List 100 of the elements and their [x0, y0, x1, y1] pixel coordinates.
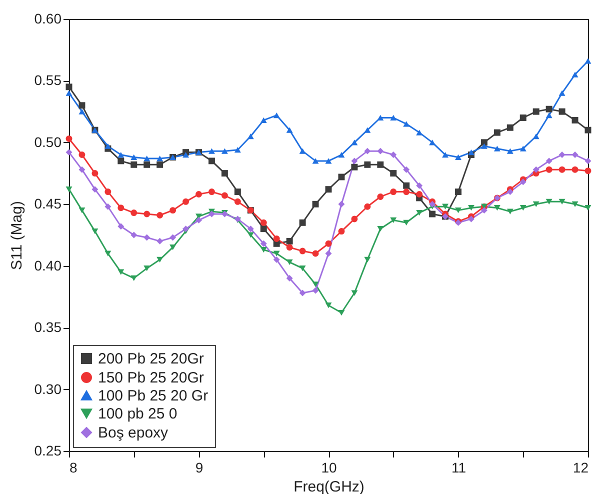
point — [312, 250, 319, 257]
point — [286, 127, 293, 133]
point — [234, 198, 241, 205]
point — [273, 250, 280, 256]
point — [299, 148, 306, 154]
point — [118, 204, 124, 212]
y-tick-label: 0.60 — [34, 10, 62, 26]
y-tick-label: 0.25 — [34, 442, 62, 458]
point — [520, 205, 526, 211]
point — [144, 156, 150, 162]
point — [416, 182, 423, 189]
point — [377, 148, 384, 154]
point — [572, 116, 578, 124]
point — [416, 210, 423, 216]
point — [234, 188, 241, 196]
point — [299, 248, 306, 254]
point — [312, 200, 319, 208]
point — [273, 112, 280, 118]
point — [156, 212, 164, 218]
legend-label: 200 Pb 25 20Gr — [98, 350, 204, 368]
point — [364, 127, 371, 133]
point — [377, 114, 384, 121]
point — [78, 208, 86, 214]
point — [416, 191, 423, 198]
point — [480, 143, 488, 149]
point — [66, 90, 72, 96]
point — [532, 201, 540, 207]
point — [260, 247, 267, 253]
point — [403, 166, 410, 173]
point — [584, 205, 592, 211]
point — [92, 186, 98, 193]
legend-label: 100 Pb 25 20 Gr — [98, 388, 208, 404]
point — [208, 158, 215, 164]
point — [286, 274, 293, 282]
point — [260, 226, 267, 232]
point — [66, 149, 72, 156]
point — [546, 166, 552, 173]
point — [520, 146, 526, 152]
point — [170, 244, 176, 250]
point — [221, 170, 228, 177]
legend-label: 100 pb 25 0 — [98, 406, 178, 422]
point — [170, 234, 176, 241]
x-tick-label: 11 — [451, 460, 466, 476]
point — [390, 152, 397, 158]
point — [338, 228, 345, 235]
point — [546, 112, 552, 118]
y-tick-label: 0.30 — [34, 380, 62, 397]
y-tick-label: 0.40 — [34, 257, 62, 274]
point — [208, 210, 215, 218]
point — [338, 310, 345, 316]
point — [351, 216, 358, 222]
point — [416, 130, 423, 136]
point — [286, 259, 293, 265]
x-tick-label: 12 — [572, 460, 589, 476]
point — [286, 244, 293, 251]
point — [429, 210, 436, 218]
point — [260, 219, 267, 226]
point — [208, 188, 215, 196]
point — [118, 152, 124, 158]
point — [338, 152, 345, 158]
point — [312, 158, 319, 164]
x-tick-label: 10 — [321, 460, 337, 476]
point — [520, 178, 526, 186]
point — [351, 140, 358, 146]
point — [558, 152, 566, 158]
point — [377, 194, 384, 200]
point — [325, 186, 332, 193]
point — [92, 170, 98, 177]
point — [78, 108, 86, 114]
point — [572, 72, 578, 78]
point — [364, 161, 371, 168]
point — [66, 186, 72, 192]
point — [325, 302, 332, 308]
point — [78, 102, 86, 109]
point — [506, 124, 514, 131]
point — [299, 266, 306, 272]
point — [260, 240, 267, 247]
point — [480, 207, 488, 214]
point — [170, 207, 176, 214]
point — [403, 188, 410, 196]
point — [377, 161, 384, 168]
point — [104, 203, 112, 210]
point — [104, 143, 112, 149]
point — [104, 188, 112, 196]
point — [156, 238, 164, 244]
point — [273, 256, 280, 263]
point — [403, 182, 410, 189]
point — [520, 114, 526, 121]
point — [506, 188, 514, 196]
point — [144, 161, 150, 168]
point — [286, 238, 293, 244]
point — [338, 200, 345, 208]
point — [390, 217, 397, 223]
point — [572, 152, 578, 158]
point — [208, 148, 215, 154]
point — [130, 161, 138, 168]
point — [442, 152, 449, 158]
point — [118, 158, 124, 164]
point — [442, 204, 449, 210]
point — [299, 219, 306, 226]
